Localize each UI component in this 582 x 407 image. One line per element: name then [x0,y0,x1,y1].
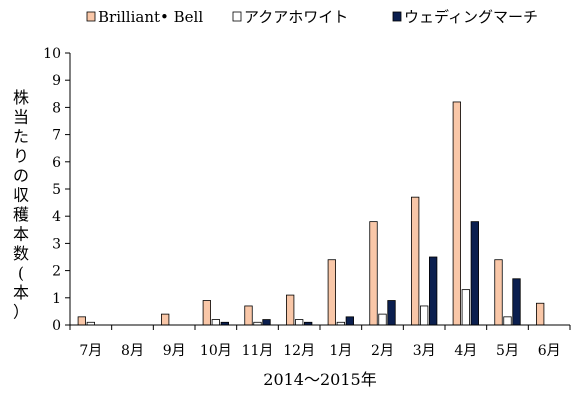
bar-1-8 [369,221,378,326]
bar-2-11 [503,316,512,326]
y-tick-label: 2 [52,264,61,280]
x-axis-title: 2014～2015年 [263,370,376,389]
legend: Brilliant• Bell アクアホワイト ウェディングマーチ [86,8,538,26]
bar-2-9 [420,305,429,326]
bar-2-4 [211,319,220,326]
bar-3-11 [512,278,521,326]
bar-2-8 [378,313,387,326]
legend-item-2: アクアホワイト [232,8,348,26]
y-tick-label: 6 [52,155,61,171]
x-tick-label: 3月 [413,343,436,359]
y-tick-label: 4 [52,209,61,225]
bar-1-6 [286,294,295,326]
bar-3-10 [470,221,479,326]
x-tick-label: 9月 [163,343,186,359]
x-tick-label: 4月 [454,343,477,359]
x-tick-label: 5月 [496,343,519,359]
bar-1-5 [244,305,253,326]
y-axis-ticks: 0 1 2 3 4 5 6 7 8 9 10 [43,46,70,334]
y-tick-label: 1 [52,291,61,307]
legend-swatch [86,11,96,22]
bars [77,101,545,326]
bar-1-4 [202,300,211,326]
x-tick-label: 7月 [79,343,102,359]
legend-swatch [232,11,242,22]
bar-1-7 [327,259,336,326]
bar-2-10 [461,289,470,326]
legend-item-3: ウェディングマーチ [392,8,538,26]
y-tick-label: 8 [52,100,61,116]
y-tick-label: 0 [52,318,61,334]
bar-1-10 [452,101,461,326]
legend-label: Brilliant• Bell [98,8,203,26]
y-tick-label: 7 [52,128,61,144]
x-tick-label: 1月 [329,343,352,359]
bar-3-8 [387,300,396,326]
bar-1-11 [494,259,503,326]
x-tick-label: 10月 [200,343,232,359]
bar-1-12 [536,302,545,326]
x-tick-label: 6月 [538,343,561,359]
bar-3-5 [262,319,271,326]
y-tick-label: 3 [52,236,61,252]
bar-3-7 [345,316,354,326]
legend-item-1: Brilliant• Bell [86,8,203,26]
y-tick-label: 5 [52,182,61,198]
bar-1-1 [77,316,86,326]
legend-swatch [392,11,402,22]
y-axis-title-text: 株当たりの収穫本数(本） [13,88,29,322]
bar-3-9 [429,256,438,326]
x-tick-label: 2月 [371,343,394,359]
bar-1-9 [411,196,420,326]
bar-2-6 [295,319,304,326]
y-tick-label: 10 [43,46,61,62]
x-tick-label: 8月 [121,343,144,359]
y-axis-title: 株当たりの収穫本数(本） [13,88,29,322]
legend-label: アクアホワイト [244,8,348,26]
x-tick-label: 12月 [283,343,315,359]
x-axis-ticks: 7月 8月 9月 10月 11月 12月 1月 2月 3月 4月 5月 6月 [69,325,571,359]
bar-1-3 [161,313,170,326]
x-tick-label: 11月 [242,343,274,359]
legend-label: ウェディングマーチ [404,8,538,26]
y-tick-label: 9 [52,73,61,89]
